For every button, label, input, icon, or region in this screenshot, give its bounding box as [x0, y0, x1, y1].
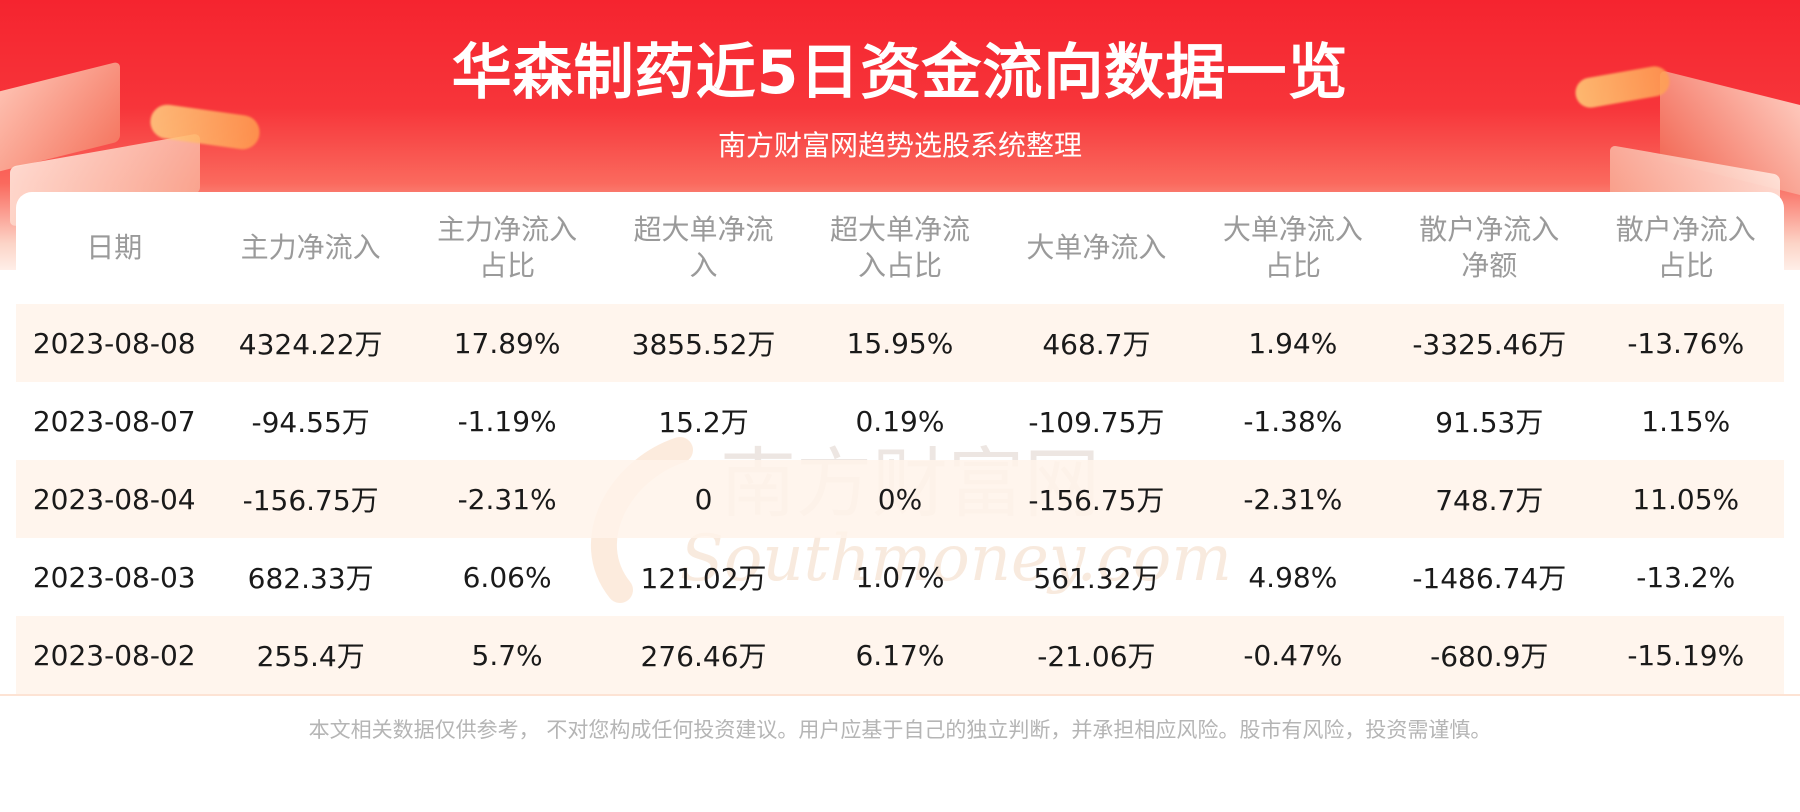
value-cell: -680.9万: [1391, 616, 1588, 694]
value-cell: -2.31%: [408, 460, 606, 538]
disclaimer-text: 本文相关数据仅供参考， 不对您构成任何投资建议。用户应基于自己的独立判断，并承担…: [308, 718, 1492, 742]
value-cell: 0.19%: [855, 404, 945, 438]
column-header: 散户净流入 净额: [1391, 192, 1587, 304]
table-header-row: 日期 主力净流入 主力净流入 占比 超大单净流入超大单净流 入占比 大单净流入 大单净流入 占比…: [16, 192, 1784, 304]
page-subtitle: 南方财富网趋势选股系统整理: [717, 129, 1082, 162]
column-header-line: 占比: [1264, 249, 1321, 282]
value-cell: -3325.46万: [1391, 304, 1588, 382]
value-cell: 561.32万: [1033, 562, 1160, 595]
table-row: 2023-08-03 682.33万 6.06% 121.02万 1.07% 561.32…: [16, 538, 1784, 616]
column-header: 主力净流入: [212, 192, 408, 304]
column-header: 大单净流入: [998, 192, 1194, 304]
value-cell: 255.4万: [212, 616, 409, 694]
value-cell: 1.94%: [1194, 304, 1392, 382]
value-cell: -1486.74万: [1412, 562, 1567, 595]
value-cell: 468.7万: [998, 304, 1195, 382]
value-cell: 91.53万: [1435, 406, 1544, 439]
value-cell: 4324.22万: [212, 304, 409, 382]
column-header-line: 大单净流入: [1222, 213, 1363, 246]
date-cell: 2023-08-08: [16, 304, 213, 382]
value-cell: 121.02万: [640, 562, 767, 595]
column-header-line: 占比: [479, 249, 536, 282]
table-row: 2023-08-07 -94.55万 -1.19% 15.2万 0.19% -109.75…: [16, 382, 1784, 460]
column-header-line: 超大单净流: [633, 213, 774, 246]
value-cell: -1.19%: [457, 404, 557, 438]
date-cell: 2023-08-02: [16, 616, 213, 694]
table-row: 2023-08-04 -156.75万 -2.31% 0 0% -156.75万 -2.31…: [16, 460, 1784, 538]
value-cell: -156.75万: [998, 460, 1195, 538]
date-cell: 2023-08-04: [16, 460, 213, 538]
column-header: 超大单净流 入占比: [802, 192, 998, 304]
column-header-line: 入: [689, 249, 718, 282]
table-row: 2023-08-02 255.4万 5.7% 276.46万 6.17% -21.06万 -…: [16, 616, 1784, 694]
value-cell: 6.17%: [801, 616, 999, 694]
column-header-line: 散户净流入: [1615, 213, 1756, 246]
value-cell: -94.55万: [251, 406, 370, 439]
value-cell: -13.76%: [1587, 304, 1784, 382]
value-cell: 15.2万: [658, 406, 749, 439]
column-header: 超大单净流入: [605, 192, 801, 304]
value-cell: 5.7%: [408, 616, 606, 694]
date-cell: 2023-08-07: [32, 404, 196, 438]
column-header-line: 日期: [86, 231, 143, 264]
value-cell: 15.95%: [801, 304, 999, 382]
value-cell: 276.46万: [605, 616, 802, 694]
value-cell: -0.47%: [1194, 616, 1392, 694]
footer-divider: [0, 694, 1800, 696]
table-row: 2023-08-08 4324.22万 17.89% 3855.52万 15.95% 46…: [16, 304, 1784, 382]
value-cell: 3855.52万: [605, 304, 802, 382]
value-cell: -13.2%: [1636, 560, 1736, 594]
value-cell: -21.06万: [998, 616, 1195, 694]
value-cell: -109.75万: [1028, 406, 1165, 439]
value-cell: -156.75万: [212, 460, 409, 538]
value-cell: 1.07%: [855, 560, 945, 594]
value-cell: 17.89%: [408, 304, 606, 382]
column-header: 日期: [16, 192, 212, 304]
value-cell: -15.19%: [1587, 616, 1784, 694]
value-cell: 11.05%: [1587, 460, 1784, 538]
value-cell: -2.31%: [1194, 460, 1392, 538]
column-header-line: 大单净流入: [1026, 231, 1167, 264]
value-cell: 0: [605, 460, 802, 538]
page-title: 华森制药近5日资金流向数据一览: [451, 38, 1349, 108]
value-cell: 0%: [801, 460, 999, 538]
date-cell: 2023-08-03: [32, 560, 196, 594]
column-header-line: 占比: [1657, 249, 1714, 282]
fund-flow-table: 日期 主力净流入 主力净流入 占比 超大单净流入超大单净流 入占比 大单净流入 大单净流入 占比…: [16, 192, 1784, 694]
value-cell: 6.06%: [462, 560, 552, 594]
value-cell: -1.38%: [1243, 404, 1343, 438]
value-cell: 682.33万: [247, 562, 374, 595]
column-header: 散户净流入 占比: [1588, 192, 1785, 304]
value-cell: 748.7万: [1391, 460, 1588, 538]
value-cell: 4.98%: [1248, 560, 1338, 594]
column-header-line: 散户净流入: [1419, 213, 1560, 246]
column-header-line: 净额: [1461, 249, 1518, 282]
column-header-line: 超大单净流: [829, 213, 970, 246]
column-header-line: 主力净流入: [240, 231, 381, 264]
column-header: 大单净流入 占比: [1195, 192, 1391, 304]
column-header-line: 入占比: [857, 249, 942, 282]
column-header-line: 主力净流入: [437, 213, 578, 246]
value-cell: 1.15%: [1641, 404, 1731, 438]
column-header: 主力净流入 占比: [409, 192, 605, 304]
